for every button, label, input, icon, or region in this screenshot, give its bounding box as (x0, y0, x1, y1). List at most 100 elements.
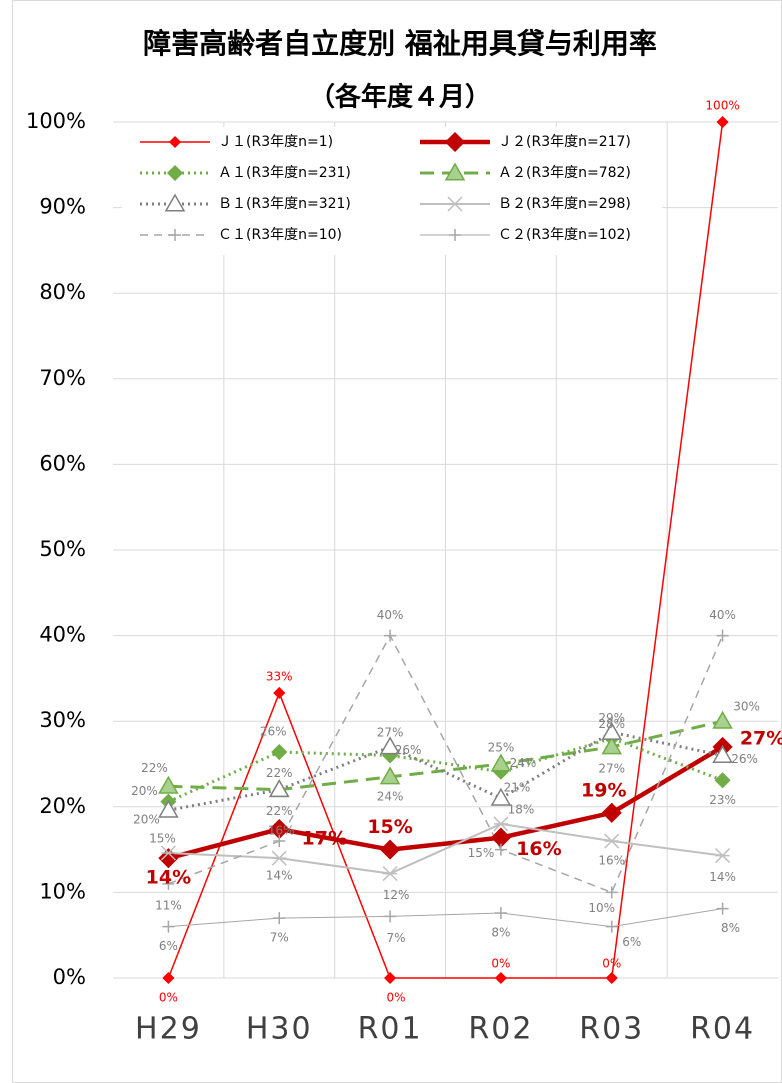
data-label: 12% (383, 888, 410, 902)
point (162, 877, 175, 890)
point (716, 902, 729, 915)
chart-subtitle: （各年度４月） (309, 82, 491, 113)
point (490, 787, 512, 806)
data-label: 11% (155, 898, 182, 912)
point (160, 845, 176, 861)
y-tick-label: 10% (39, 879, 86, 903)
data-label: 7% (270, 931, 289, 945)
data-label: 7% (387, 931, 406, 945)
point (384, 971, 397, 985)
point (273, 686, 286, 700)
data-label: 26% (731, 752, 758, 766)
data-label: 0% (602, 957, 621, 971)
point (601, 721, 623, 740)
data-label: 19% (581, 779, 626, 801)
chart-title: 障害高齢者自立度別 福祉用具貸与利用率 (143, 27, 657, 60)
data-label: 20% (133, 813, 160, 827)
point (379, 766, 401, 785)
data-label: 22% (266, 804, 293, 818)
data-label: 30% (733, 700, 760, 714)
point (168, 135, 182, 149)
point (494, 971, 507, 985)
data-label: 26% (395, 743, 422, 757)
legend-box (122, 127, 662, 255)
point (712, 710, 733, 729)
point (494, 906, 507, 919)
data-label: 27% (598, 761, 625, 775)
data-label: 8% (721, 921, 740, 935)
point (158, 848, 179, 869)
data-label: 33% (266, 669, 293, 683)
legend-label: Ａ２(R3年度n=782) (498, 165, 631, 181)
y-tick-label: 100% (26, 109, 86, 133)
point (444, 162, 466, 181)
data-label: 21% (504, 781, 531, 795)
series-line (167, 121, 724, 979)
point (604, 833, 620, 849)
point (716, 115, 729, 129)
point (605, 971, 618, 985)
point (158, 799, 179, 818)
x-tick-label: R01 (358, 1012, 423, 1047)
legend-label: Ｂ１(R3年度n=321) (218, 196, 351, 212)
series-line (168, 908, 723, 928)
point (493, 816, 509, 832)
y-tick-label: 20% (39, 794, 86, 818)
y-tick-label: 80% (39, 280, 86, 304)
data-label: 24% (377, 789, 404, 803)
data-label: 22% (266, 766, 293, 780)
y-tick-label: 60% (39, 451, 86, 475)
x-tick-label: H30 (246, 1012, 313, 1047)
point (712, 744, 733, 763)
point (714, 772, 731, 789)
series-line (167, 744, 724, 861)
point (716, 629, 729, 642)
y-tick-label: 40% (39, 623, 86, 647)
data-label: 100% (705, 99, 739, 113)
y-tick-label: 90% (39, 195, 86, 219)
data-label: 28% (598, 717, 625, 731)
point (384, 910, 397, 923)
series-line (168, 822, 723, 875)
point (490, 753, 512, 772)
x-tick-label: H29 (135, 1012, 202, 1047)
data-label: 0% (159, 991, 178, 1005)
point (166, 164, 184, 182)
data-label: 16% (516, 838, 561, 860)
x-tick-label: R02 (468, 1012, 533, 1047)
point (494, 843, 507, 856)
point (380, 839, 401, 860)
point (384, 629, 397, 642)
legend-label: Ｃ２(R3年度n=102) (498, 227, 631, 243)
data-label: 27% (740, 727, 782, 749)
point (273, 912, 286, 925)
y-tick-label: 30% (39, 708, 86, 732)
legend-label: Ｂ２(R3年度n=298) (498, 196, 631, 212)
y-tick-label: 70% (39, 366, 86, 390)
data-label: 15% (149, 832, 176, 846)
data-label: 14% (709, 870, 736, 884)
data-label: 14% (146, 867, 191, 889)
data-label: 6% (159, 939, 178, 953)
series-line (168, 719, 723, 792)
y-tick-label: 0% (53, 965, 86, 989)
data-label: 17% (302, 828, 347, 850)
series-line (167, 736, 724, 804)
point (158, 775, 179, 794)
point (601, 802, 622, 823)
data-label: 0% (491, 957, 510, 971)
legend-label: Ｊ１(R3年度n=1) (218, 134, 333, 150)
point (271, 850, 287, 866)
data-label: 20% (131, 784, 158, 798)
data-label: 8% (491, 925, 510, 939)
data-label: 0% (387, 991, 406, 1005)
point (273, 835, 286, 848)
legend-label: Ｃ１(R3年度n=10) (218, 227, 342, 243)
data-label: 29% (598, 711, 625, 725)
point (271, 743, 288, 761)
point (605, 920, 618, 933)
data-label: 40% (377, 608, 404, 622)
x-tick-label: R03 (579, 1012, 644, 1047)
point (169, 229, 181, 241)
